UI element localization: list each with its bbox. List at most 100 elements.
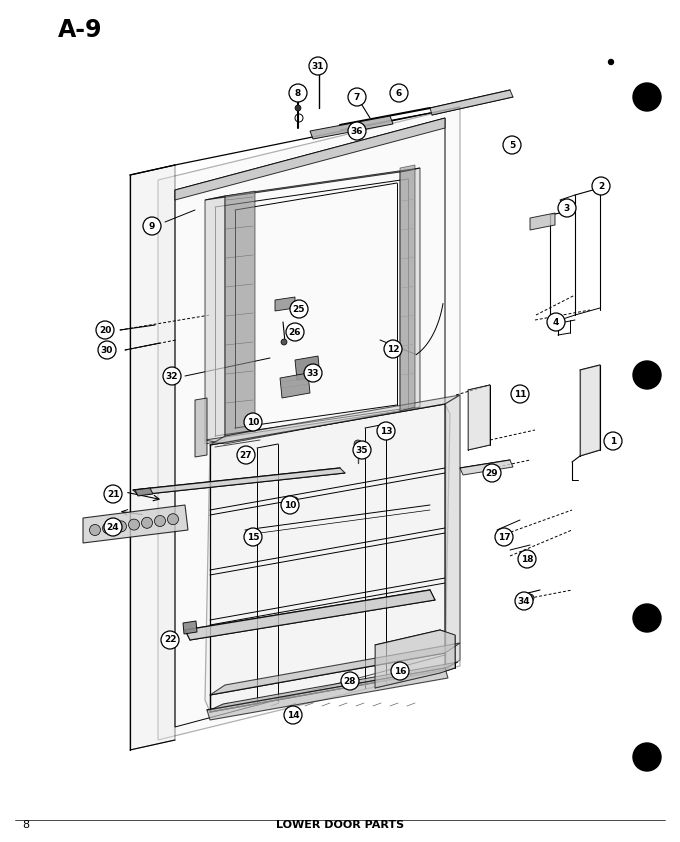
Circle shape: [96, 321, 114, 339]
Circle shape: [286, 323, 304, 341]
Text: 17: 17: [498, 532, 510, 541]
Text: 10: 10: [284, 500, 296, 509]
Polygon shape: [400, 165, 415, 411]
Circle shape: [503, 136, 521, 154]
Text: 30: 30: [101, 345, 113, 354]
Circle shape: [90, 525, 101, 536]
Circle shape: [391, 662, 409, 680]
Text: 1: 1: [610, 436, 616, 445]
Circle shape: [609, 60, 613, 65]
Text: 3: 3: [564, 204, 570, 212]
Text: 24: 24: [107, 523, 119, 531]
Circle shape: [558, 199, 576, 217]
Text: 28: 28: [344, 676, 356, 685]
Circle shape: [163, 367, 181, 385]
Polygon shape: [430, 90, 513, 115]
Circle shape: [281, 339, 287, 345]
Circle shape: [290, 300, 308, 318]
Text: 25: 25: [293, 305, 305, 313]
Circle shape: [633, 83, 661, 111]
Polygon shape: [530, 213, 555, 230]
Text: 26: 26: [289, 328, 301, 337]
Text: 2: 2: [598, 182, 604, 190]
Text: 18: 18: [521, 555, 533, 563]
Text: 10: 10: [247, 418, 259, 427]
Text: 29: 29: [486, 468, 498, 477]
Circle shape: [377, 422, 395, 440]
Polygon shape: [210, 662, 458, 710]
Circle shape: [633, 361, 661, 389]
Polygon shape: [280, 373, 310, 398]
Polygon shape: [460, 460, 513, 475]
Circle shape: [289, 84, 307, 102]
Circle shape: [244, 528, 262, 546]
Circle shape: [604, 432, 622, 450]
Polygon shape: [210, 643, 460, 695]
Circle shape: [292, 497, 298, 503]
Polygon shape: [400, 168, 420, 411]
Circle shape: [129, 520, 139, 530]
Circle shape: [348, 122, 366, 140]
Polygon shape: [158, 107, 460, 740]
Polygon shape: [175, 118, 445, 200]
Circle shape: [281, 496, 299, 514]
Circle shape: [592, 177, 610, 195]
Text: 8: 8: [22, 820, 29, 830]
Circle shape: [244, 413, 262, 431]
Polygon shape: [580, 365, 600, 456]
Polygon shape: [195, 398, 207, 457]
Text: 9: 9: [149, 221, 155, 231]
Polygon shape: [130, 165, 175, 750]
Text: A-9: A-9: [58, 18, 103, 42]
Circle shape: [511, 385, 529, 403]
Text: 14: 14: [287, 711, 299, 720]
Circle shape: [104, 518, 122, 536]
Text: 6: 6: [396, 88, 402, 98]
Text: 15: 15: [247, 532, 259, 541]
Text: 11: 11: [514, 390, 526, 398]
Circle shape: [547, 313, 565, 331]
Text: 32: 32: [166, 371, 178, 381]
Circle shape: [633, 743, 661, 771]
Polygon shape: [310, 116, 393, 139]
Polygon shape: [445, 395, 460, 670]
Circle shape: [316, 65, 322, 71]
Circle shape: [304, 364, 322, 382]
Polygon shape: [185, 590, 435, 640]
Text: 27: 27: [239, 450, 252, 460]
Circle shape: [143, 217, 161, 235]
Circle shape: [341, 672, 359, 690]
Circle shape: [141, 517, 152, 528]
Circle shape: [348, 88, 366, 106]
Circle shape: [518, 550, 536, 568]
Circle shape: [237, 446, 255, 464]
Circle shape: [116, 521, 126, 532]
Polygon shape: [205, 196, 225, 444]
Text: 21: 21: [107, 489, 119, 498]
Polygon shape: [468, 385, 490, 450]
Polygon shape: [375, 630, 455, 688]
Polygon shape: [133, 468, 345, 495]
Text: 35: 35: [356, 445, 369, 455]
Polygon shape: [183, 621, 197, 634]
Polygon shape: [295, 356, 320, 380]
Circle shape: [167, 514, 178, 525]
Circle shape: [515, 592, 533, 610]
Text: 7: 7: [354, 93, 360, 102]
Text: 8: 8: [295, 88, 301, 98]
Polygon shape: [207, 668, 448, 720]
Polygon shape: [135, 488, 153, 496]
Text: 36: 36: [351, 126, 363, 136]
Circle shape: [104, 485, 122, 503]
Circle shape: [354, 94, 360, 100]
Circle shape: [98, 341, 116, 359]
Circle shape: [154, 515, 165, 526]
Text: 34: 34: [517, 596, 530, 605]
Text: 4: 4: [553, 317, 559, 327]
Text: 16: 16: [394, 667, 406, 675]
Text: 22: 22: [164, 636, 176, 644]
Text: 31: 31: [311, 61, 324, 71]
Polygon shape: [205, 407, 420, 444]
Text: 20: 20: [99, 326, 112, 334]
Polygon shape: [210, 395, 460, 445]
